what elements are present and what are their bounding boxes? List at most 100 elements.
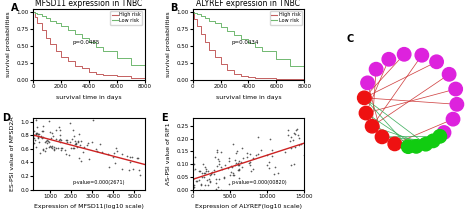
Point — [66, 121, 74, 124]
Point — [234, 161, 242, 165]
Legend: High risk, Low risk: High risk, Low risk — [110, 11, 143, 24]
Point — [30, 129, 38, 132]
Point — [199, 171, 206, 175]
Point — [46, 146, 53, 149]
Point — [204, 169, 212, 173]
Point — [291, 132, 299, 136]
Point — [235, 169, 243, 172]
Point — [226, 173, 234, 177]
Point — [224, 166, 232, 169]
Circle shape — [388, 137, 401, 151]
Point — [202, 184, 210, 187]
Point — [297, 142, 304, 145]
Circle shape — [433, 130, 447, 143]
Text: C: C — [346, 34, 353, 44]
Point — [134, 156, 142, 160]
Point — [227, 171, 235, 174]
Point — [239, 156, 247, 160]
Circle shape — [357, 91, 371, 105]
Point — [49, 146, 56, 150]
Point — [127, 155, 134, 158]
Point — [80, 150, 87, 154]
Point — [36, 132, 43, 136]
Circle shape — [382, 53, 395, 66]
Text: p-value=0.000(2671): p-value=0.000(2671) — [72, 180, 125, 185]
Point — [195, 169, 203, 173]
Point — [254, 153, 261, 156]
Point — [135, 168, 143, 172]
Point — [209, 170, 216, 174]
Point — [226, 182, 233, 185]
Point — [196, 188, 204, 191]
Circle shape — [427, 134, 440, 148]
Point — [245, 161, 253, 164]
Point — [51, 149, 58, 152]
Point — [30, 136, 37, 140]
Point — [75, 133, 82, 136]
Title: ALYREF expression in TNBC: ALYREF expression in TNBC — [197, 0, 301, 9]
Point — [44, 138, 51, 142]
Point — [227, 164, 234, 168]
Point — [35, 132, 42, 136]
Point — [113, 150, 121, 153]
Point — [201, 171, 209, 175]
Point — [221, 163, 229, 166]
Point — [34, 135, 42, 138]
Circle shape — [369, 62, 383, 76]
Point — [77, 140, 85, 143]
Point — [43, 146, 50, 150]
Point — [31, 138, 38, 141]
Point — [246, 152, 254, 155]
Circle shape — [449, 82, 462, 96]
Circle shape — [365, 119, 379, 133]
Point — [207, 171, 215, 174]
Point — [133, 157, 141, 160]
Point — [236, 164, 243, 167]
Point — [225, 156, 233, 160]
Point — [191, 183, 198, 186]
Title: MFSD11 expression in TNBC: MFSD11 expression in TNBC — [36, 0, 143, 9]
Point — [56, 140, 64, 144]
Point — [212, 182, 219, 185]
Point — [215, 162, 222, 165]
Point — [203, 169, 210, 172]
Circle shape — [447, 112, 460, 126]
Point — [201, 171, 208, 175]
Point — [213, 148, 220, 151]
Point — [85, 157, 93, 160]
Point — [212, 155, 219, 159]
Point — [75, 156, 83, 160]
Point — [257, 148, 265, 152]
Point — [37, 136, 45, 139]
Point — [255, 135, 262, 139]
Point — [30, 141, 38, 144]
Text: D: D — [2, 113, 10, 123]
Point — [46, 144, 54, 148]
Point — [197, 182, 204, 185]
Point — [128, 155, 136, 159]
Point — [205, 177, 213, 181]
Point — [112, 146, 119, 149]
Point — [72, 139, 79, 142]
Point — [96, 142, 104, 145]
Point — [193, 179, 201, 183]
Point — [47, 145, 55, 149]
Point — [126, 168, 133, 171]
Point — [56, 138, 64, 141]
Text: B: B — [170, 3, 178, 13]
Point — [266, 137, 273, 141]
Circle shape — [359, 106, 373, 120]
Legend: High risk, Low risk: High risk, Low risk — [270, 11, 302, 24]
Point — [118, 167, 126, 170]
Point — [234, 163, 241, 166]
Point — [231, 163, 239, 167]
Circle shape — [442, 68, 456, 81]
Point — [220, 176, 228, 179]
Point — [49, 145, 56, 148]
Point — [46, 140, 53, 144]
Point — [67, 146, 75, 149]
Point — [126, 161, 134, 164]
X-axis label: Expression of ALYREF(log10 scale): Expression of ALYREF(log10 scale) — [195, 204, 302, 209]
Point — [73, 146, 81, 149]
Point — [35, 134, 42, 137]
